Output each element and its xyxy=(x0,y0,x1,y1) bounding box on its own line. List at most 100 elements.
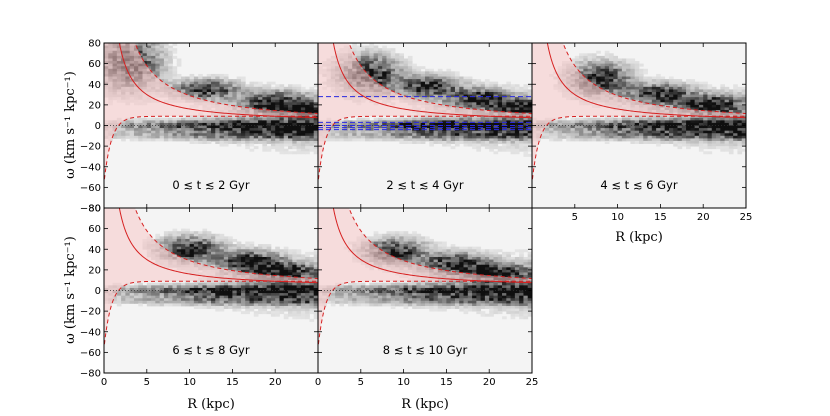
heat-cell xyxy=(720,110,725,114)
heat-cell xyxy=(232,84,238,88)
heat-cell xyxy=(651,99,657,103)
heat-cell xyxy=(429,76,434,80)
heat-cell xyxy=(215,303,220,307)
heat-cell xyxy=(249,99,255,103)
heat-cell xyxy=(181,231,186,235)
heat-cell xyxy=(703,86,708,90)
heat-cell xyxy=(219,86,225,90)
heat-cell xyxy=(489,130,494,134)
heat-cell xyxy=(275,146,280,150)
heat-cell xyxy=(163,55,169,59)
heat-cell xyxy=(258,84,263,88)
heat-cell xyxy=(523,120,529,124)
heat-cell xyxy=(425,128,430,132)
heat-cell xyxy=(703,128,708,132)
heat-cell xyxy=(480,117,486,121)
heat-cell xyxy=(373,135,379,139)
heat-cell xyxy=(724,86,730,90)
heat-cell xyxy=(360,120,366,124)
heat-cell xyxy=(313,84,318,88)
heat-cell xyxy=(686,138,691,142)
heat-cell xyxy=(728,97,734,101)
heat-cell xyxy=(484,89,490,93)
heat-cell xyxy=(493,84,499,88)
heat-cell xyxy=(236,120,242,124)
heat-cell xyxy=(596,130,601,134)
heat-cell xyxy=(266,244,272,248)
heat-cell xyxy=(232,97,238,101)
heat-cell xyxy=(454,117,460,121)
heat-cell xyxy=(189,293,195,297)
heat-cell xyxy=(510,138,516,142)
heat-cell xyxy=(121,290,126,294)
heat-cell xyxy=(142,50,148,54)
heat-cell xyxy=(527,143,532,147)
heat-cell xyxy=(480,107,486,111)
heat-cell xyxy=(176,84,182,88)
heat-cell xyxy=(129,128,135,132)
heat-cell xyxy=(163,246,169,250)
heat-cell xyxy=(673,128,678,132)
heat-cell xyxy=(390,71,396,75)
heat-cell xyxy=(634,63,640,67)
heat-cell xyxy=(664,135,670,139)
heat-cell xyxy=(442,94,447,98)
heat-cell xyxy=(240,254,246,258)
heat-cell xyxy=(305,94,310,98)
heat-cell xyxy=(698,94,704,98)
heat-cell xyxy=(163,135,169,139)
heat-cell xyxy=(639,99,644,103)
heat-cell xyxy=(159,133,165,137)
heat-cell xyxy=(510,97,516,101)
heat-cell xyxy=(510,99,516,103)
heat-cell xyxy=(609,120,614,124)
heat-cell xyxy=(181,86,186,90)
heat-cell xyxy=(459,128,464,132)
heat-cell xyxy=(429,99,434,103)
heat-cell xyxy=(698,128,704,132)
heat-cell xyxy=(626,86,631,90)
heat-cell xyxy=(262,272,268,276)
heat-cell xyxy=(459,104,464,108)
heat-cell xyxy=(155,293,161,297)
heat-cell xyxy=(647,138,653,142)
heat-cell xyxy=(365,50,370,54)
heat-cell xyxy=(643,122,648,126)
heat-cell xyxy=(313,125,318,129)
heat-cell xyxy=(459,135,464,139)
heat-cell xyxy=(270,254,276,258)
heat-cell xyxy=(673,81,678,85)
heat-cell xyxy=(236,143,242,147)
heat-cell xyxy=(604,76,610,80)
heat-cell xyxy=(198,290,203,294)
heat-cell xyxy=(356,45,362,49)
heat-cell xyxy=(681,135,687,139)
heat-cell xyxy=(429,91,434,95)
heat-cell xyxy=(215,254,220,258)
heat-cell xyxy=(506,86,511,90)
heat-cell xyxy=(433,76,439,80)
heat-cell xyxy=(168,61,173,65)
heat-cell xyxy=(681,130,687,134)
heat-cell xyxy=(463,89,469,93)
heat-cell xyxy=(270,107,276,111)
heat-cell xyxy=(420,73,426,77)
heat-cell xyxy=(232,249,238,253)
heat-cell xyxy=(232,125,238,129)
heat-cell xyxy=(189,244,195,248)
heat-cell xyxy=(240,122,246,126)
heat-cell xyxy=(202,241,208,245)
heat-cell xyxy=(407,68,413,72)
heat-cell xyxy=(668,122,674,126)
heat-cell xyxy=(382,53,387,57)
heat-cell xyxy=(360,128,366,132)
heat-cell xyxy=(313,128,318,132)
heat-cell xyxy=(266,104,272,108)
heat-cell xyxy=(236,140,242,144)
heat-cell xyxy=(493,86,499,90)
heat-cell xyxy=(647,97,653,101)
heat-cell xyxy=(403,125,409,129)
heat-cell xyxy=(596,133,601,137)
heat-cell xyxy=(163,81,169,85)
heat-cell xyxy=(223,99,229,103)
